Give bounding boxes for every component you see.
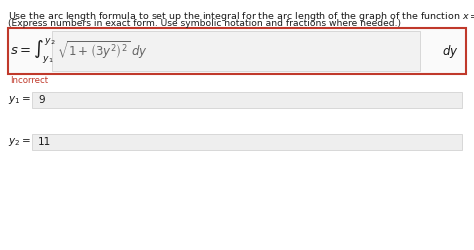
Text: Use the arc length formula to set up the integral for the arc length of the grap: Use the arc length formula to set up the…: [8, 9, 474, 24]
FancyBboxPatch shape: [32, 134, 462, 150]
Text: (Express numbers in exact form. Use symbolic notation and fractions where needed: (Express numbers in exact form. Use symb…: [8, 19, 401, 28]
FancyBboxPatch shape: [52, 31, 420, 71]
Text: $s = \int_{y_1}^{y_2}$: $s = \int_{y_1}^{y_2}$: [10, 36, 55, 66]
Text: 9: 9: [38, 95, 45, 105]
Text: $dy$: $dy$: [442, 42, 459, 59]
FancyBboxPatch shape: [8, 28, 466, 74]
FancyBboxPatch shape: [32, 92, 462, 108]
Text: 11: 11: [38, 137, 51, 147]
Text: Incorrect: Incorrect: [10, 76, 48, 85]
Text: $y_2 =$: $y_2 =$: [8, 136, 31, 148]
Text: $y_1 =$: $y_1 =$: [8, 94, 31, 106]
Text: $\sqrt{1+\left(3y^2\right)^2}\; dy$: $\sqrt{1+\left(3y^2\right)^2}\; dy$: [57, 40, 148, 62]
